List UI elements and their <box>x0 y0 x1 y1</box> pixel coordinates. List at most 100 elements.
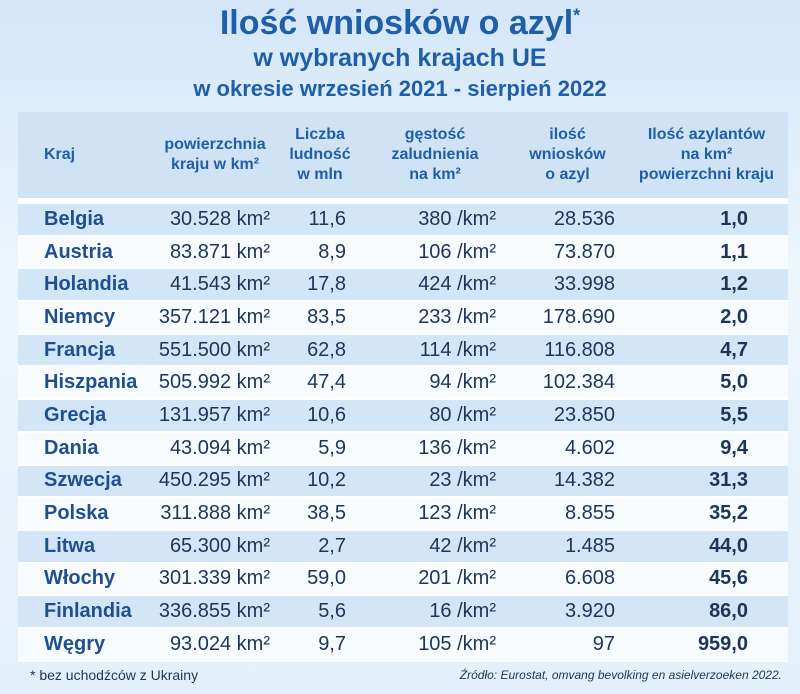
country-cell: Szwecja <box>18 464 150 499</box>
value-cell: 9,7 <box>280 627 360 662</box>
table-body: Belgia 30.528 km² 11,6 380 /km² 28.536 1,0 Aus… <box>18 201 788 662</box>
value-cell: 59,0 <box>280 562 360 597</box>
value-cell: 357.121 km² <box>150 301 280 335</box>
value-cell: 10,2 <box>280 464 360 499</box>
value-cell: 31,3 <box>625 464 788 499</box>
value-cell: 233 /km² <box>360 301 510 335</box>
table-row: Szwecja 450.295 km² 10,2 23 /km² 14.382 31,3 <box>18 464 788 499</box>
value-cell: 116.808 <box>510 333 625 368</box>
value-cell: 551.500 km² <box>150 333 280 368</box>
country-cell: Węgry <box>18 627 150 662</box>
value-cell: 17,8 <box>280 268 360 303</box>
table-row: Włochy 301.339 km² 59,0 201 /km² 6.608 45,6 <box>18 562 788 597</box>
value-cell: 93.024 km² <box>150 627 280 662</box>
value-cell: 83.871 km² <box>150 235 280 270</box>
value-cell: 959,0 <box>625 627 788 662</box>
value-cell: 86,0 <box>625 595 788 629</box>
table-row: Finlandia 336.855 km² 5,6 16 /km² 3.920 86,0 <box>18 595 788 629</box>
value-cell: 38,5 <box>280 497 360 531</box>
header-row: Kraj powierzchnia kraju w km² Liczba ludno… <box>18 112 788 204</box>
value-cell: 8.855 <box>510 497 625 531</box>
value-cell: 450.295 km² <box>150 464 280 499</box>
country-cell: Dania <box>18 431 150 466</box>
table-row: Francja 551.500 km² 62,8 114 /km² 116.808 4,7 <box>18 333 788 368</box>
value-cell: 1,0 <box>625 201 788 237</box>
footnote: * bez uchodźców z Ukrainy <box>30 667 199 683</box>
value-cell: 65.300 km² <box>150 529 280 564</box>
value-cell: 47,4 <box>280 366 360 401</box>
column-header: powierzchnia kraju w km² <box>150 112 280 204</box>
value-cell: 23 /km² <box>360 464 510 499</box>
column-header: Ilość azylantów na km² powierzchni kraju <box>625 112 788 204</box>
value-cell: 1,1 <box>625 235 788 270</box>
source: Źródło: Eurostat, omvang bevolking en as… <box>459 668 782 682</box>
value-cell: 8,9 <box>280 235 360 270</box>
value-cell: 3.920 <box>510 595 625 629</box>
table-row: Grecja 131.957 km² 10,6 80 /km² 23.850 5,5 <box>18 399 788 433</box>
value-cell: 80 /km² <box>360 399 510 433</box>
value-cell: 43.094 km² <box>150 431 280 466</box>
value-cell: 5,6 <box>280 595 360 629</box>
value-cell: 94 /km² <box>360 366 510 401</box>
table-row: Węgry 93.024 km² 9,7 105 /km² 97 959,0 <box>18 627 788 662</box>
column-header: Kraj <box>18 112 150 204</box>
value-cell: 5,0 <box>625 366 788 401</box>
table-row: Dania 43.094 km² 5,9 136 /km² 4.602 9,4 <box>18 431 788 466</box>
value-cell: 114 /km² <box>360 333 510 368</box>
table-row: Polska 311.888 km² 38,5 123 /km² 8.855 35,2 <box>18 497 788 531</box>
country-cell: Hiszpania <box>18 366 150 401</box>
subtitle: w wybranych krajach UE <box>253 44 547 72</box>
value-cell: 4.602 <box>510 431 625 466</box>
country-cell: Niemcy <box>18 301 150 335</box>
title-mark: * <box>573 5 581 26</box>
country-cell: Finlandia <box>18 595 150 629</box>
value-cell: 301.339 km² <box>150 562 280 597</box>
country-cell: Austria <box>18 235 150 270</box>
country-cell: Włochy <box>18 562 150 597</box>
title: Ilość wniosków o azyl* <box>0 4 800 43</box>
table-row: Niemcy 357.121 km² 83,5 233 /km² 178.690 2,0 <box>18 301 788 335</box>
column-header: ilość wniosków o azyl <box>510 112 625 204</box>
value-cell: 23.850 <box>510 399 625 433</box>
value-cell: 5,9 <box>280 431 360 466</box>
title-text: Ilość wniosków o azyl <box>219 4 574 42</box>
value-cell: 9,4 <box>625 431 788 466</box>
value-cell: 4,7 <box>625 333 788 368</box>
value-cell: 1.485 <box>510 529 625 564</box>
country-cell: Polska <box>18 497 150 531</box>
table: Kraj powierzchnia kraju w km² Liczba ludno… <box>18 112 788 662</box>
value-cell: 6.608 <box>510 562 625 597</box>
value-cell: 136 /km² <box>360 431 510 466</box>
value-cell: 2,7 <box>280 529 360 564</box>
country-cell: Francja <box>18 333 150 368</box>
value-cell: 201 /km² <box>360 562 510 597</box>
value-cell: 380 /km² <box>360 201 510 237</box>
value-cell: 30.528 km² <box>150 201 280 237</box>
value-cell: 14.382 <box>510 464 625 499</box>
value-cell: 33.998 <box>510 268 625 303</box>
value-cell: 311.888 km² <box>150 497 280 531</box>
table-row: Belgia 30.528 km² 11,6 380 /km² 28.536 1,0 <box>18 201 788 237</box>
country-cell: Grecja <box>18 399 150 433</box>
value-cell: 42 /km² <box>360 529 510 564</box>
value-cell: 35,2 <box>625 497 788 531</box>
value-cell: 83,5 <box>280 301 360 335</box>
table-row: Litwa 65.300 km² 2,7 42 /km² 1.485 44,0 <box>18 529 788 564</box>
value-cell: 41.543 km² <box>150 268 280 303</box>
value-cell: 10,6 <box>280 399 360 433</box>
value-cell: 131.957 km² <box>150 399 280 433</box>
value-cell: 336.855 km² <box>150 595 280 629</box>
value-cell: 5,5 <box>625 399 788 433</box>
value-cell: 105 /km² <box>360 627 510 662</box>
value-cell: 123 /km² <box>360 497 510 531</box>
value-cell: 106 /km² <box>360 235 510 270</box>
value-cell: 102.384 <box>510 366 625 401</box>
value-cell: 11,6 <box>280 201 360 237</box>
country-cell: Belgia <box>18 201 150 237</box>
value-cell: 62,8 <box>280 333 360 368</box>
value-cell: 28.536 <box>510 201 625 237</box>
value-cell: 178.690 <box>510 301 625 335</box>
country-cell: Holandia <box>18 268 150 303</box>
value-cell: 16 /km² <box>360 595 510 629</box>
column-header: gęstość zaludnienia na km² <box>360 112 510 204</box>
